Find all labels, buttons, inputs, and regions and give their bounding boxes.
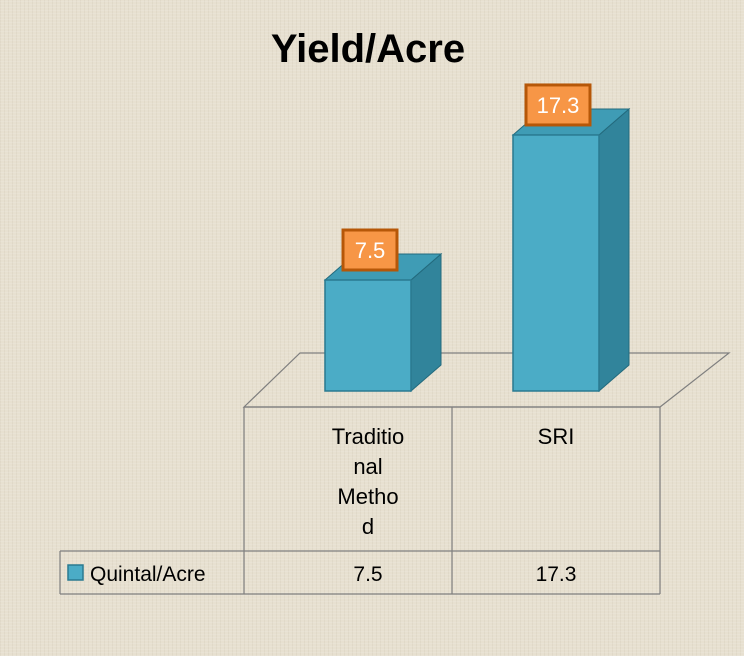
data-label-box-1 bbox=[524, 83, 592, 127]
table-value-1: 17.3 bbox=[536, 563, 577, 586]
category-label-0-line-0: Traditio bbox=[332, 424, 405, 449]
category-label-0-line-3: d bbox=[362, 514, 374, 539]
category-label-1-line-0: SRI bbox=[538, 424, 575, 449]
data-label-0: 7.5 bbox=[355, 238, 386, 263]
category-label-0-line-2: Metho bbox=[337, 484, 398, 509]
chart-title: Yield/Acre bbox=[271, 27, 465, 71]
bar-0 bbox=[324, 279, 412, 392]
legend-label: Quintal/Acre bbox=[90, 563, 206, 586]
legend-key bbox=[67, 564, 84, 581]
data-label-1: 17.3 bbox=[537, 93, 580, 118]
category-label-0-line-1: nal bbox=[353, 454, 382, 479]
chart-floor bbox=[242, 352, 731, 408]
data-label-box-0 bbox=[341, 228, 399, 272]
bar-side-1 bbox=[598, 107, 630, 393]
table-value-0: 7.5 bbox=[353, 563, 382, 586]
bar-1 bbox=[512, 134, 600, 392]
